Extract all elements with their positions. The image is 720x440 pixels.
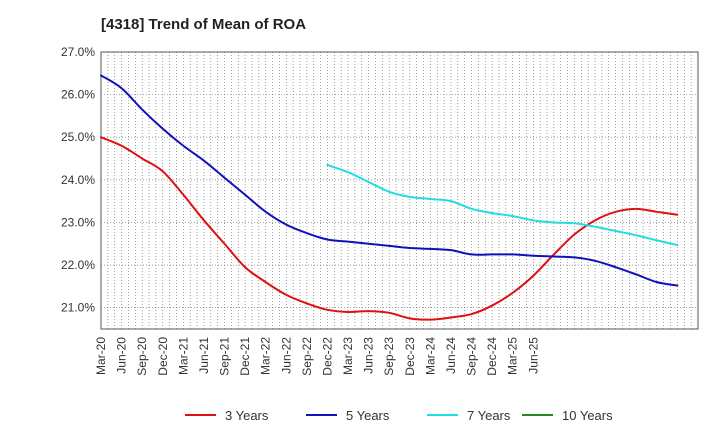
- y-tick-label: 21.0%: [61, 301, 95, 315]
- x-tick-label: Dec-21: [238, 337, 252, 376]
- legend-label: 10 Years: [562, 408, 613, 423]
- x-tick-label: Sep-23: [382, 337, 396, 376]
- plot-area: [100, 51, 699, 330]
- series-line-5-years: [100, 74, 679, 287]
- y-tick-label: 25.0%: [61, 130, 95, 144]
- legend-label: 7 Years: [467, 408, 511, 423]
- series-lines: [100, 74, 679, 321]
- x-tick-label: Mar-21: [176, 337, 190, 375]
- x-tick-label: Sep-24: [465, 337, 479, 376]
- x-tick-label: Sep-22: [300, 337, 314, 376]
- x-tick-label: Mar-25: [506, 337, 520, 375]
- legend: 3 Years 5 Years 7 Years 10 Years: [185, 408, 613, 423]
- x-tick-label: Mar-22: [259, 337, 273, 375]
- axis-labels: 21.0% 22.0% 23.0% 24.0% 25.0% 26.0% 27.0% Mar-2…: [61, 45, 540, 376]
- series-line-3-years: [100, 136, 679, 321]
- x-tick-label: Jun-20: [115, 337, 129, 374]
- x-tick-label: Jun-25: [526, 337, 540, 374]
- x-tick-label: Jun-21: [197, 337, 211, 374]
- legend-label: 5 Years: [346, 408, 390, 423]
- x-tick-label: Mar-23: [341, 337, 355, 375]
- y-tick-label: 23.0%: [61, 215, 95, 229]
- x-tick-label: Dec-22: [320, 337, 334, 376]
- y-tick-label: 22.0%: [61, 258, 95, 272]
- y-tick-label: 26.0%: [61, 88, 95, 102]
- x-tick-label: Mar-20: [94, 337, 108, 375]
- gridlines: [101, 51, 698, 329]
- chart-title: [4318] Trend of Mean of ROA: [101, 16, 307, 33]
- x-tick-label: Jun-22: [279, 337, 293, 374]
- y-tick-label: 24.0%: [61, 173, 95, 187]
- y-tick-label: 27.0%: [61, 45, 95, 59]
- x-tick-label: Dec-23: [403, 337, 417, 376]
- x-tick-label: Jun-23: [362, 337, 376, 374]
- x-tick-label: Mar-24: [423, 337, 437, 375]
- series-line-7-years: [326, 163, 679, 247]
- x-tick-label: Dec-24: [485, 337, 499, 376]
- x-tick-label: Sep-21: [218, 337, 232, 376]
- x-tick-label: Sep-20: [135, 337, 149, 376]
- legend-label: 3 Years: [225, 408, 269, 423]
- x-tick-label: Jun-24: [444, 337, 458, 374]
- x-tick-label: Dec-20: [156, 337, 170, 376]
